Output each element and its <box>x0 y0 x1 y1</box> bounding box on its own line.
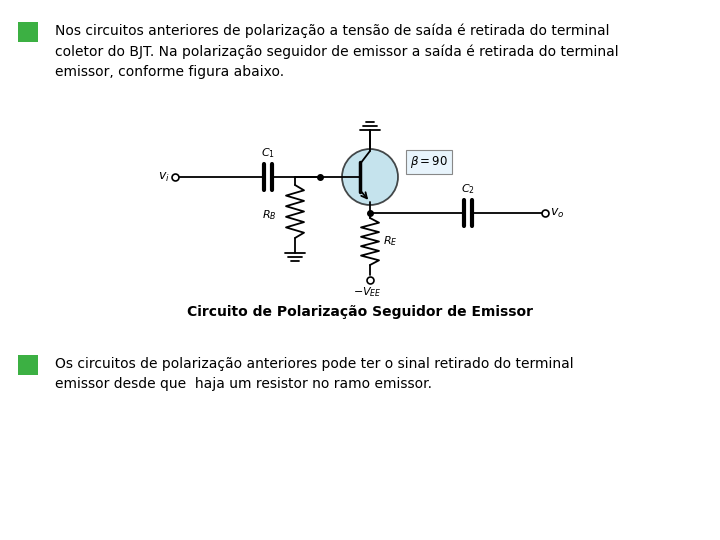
Text: $R_E$: $R_E$ <box>383 234 397 248</box>
Bar <box>18 355 38 375</box>
Text: $v_o$: $v_o$ <box>550 206 564 220</box>
Text: Circuito de Polarização Seguidor de Emissor: Circuito de Polarização Seguidor de Emis… <box>187 305 533 319</box>
Text: $C_1$: $C_1$ <box>261 146 275 160</box>
Text: Os circuitos de polarização anteriores pode ter o sinal retirado do terminal
emi: Os circuitos de polarização anteriores p… <box>55 357 574 391</box>
Text: $\beta = 90$: $\beta = 90$ <box>410 154 448 170</box>
Text: $R_B$: $R_B$ <box>262 208 277 222</box>
Text: $-V_{EE}$: $-V_{EE}$ <box>353 285 382 299</box>
Ellipse shape <box>342 149 398 205</box>
Bar <box>18 22 38 42</box>
Text: $C_2$: $C_2$ <box>461 182 475 196</box>
Text: Nos circuitos anteriores de polarização a tensão de saída é retirada do terminal: Nos circuitos anteriores de polarização … <box>55 24 618 79</box>
Text: $v_i$: $v_i$ <box>158 171 170 184</box>
